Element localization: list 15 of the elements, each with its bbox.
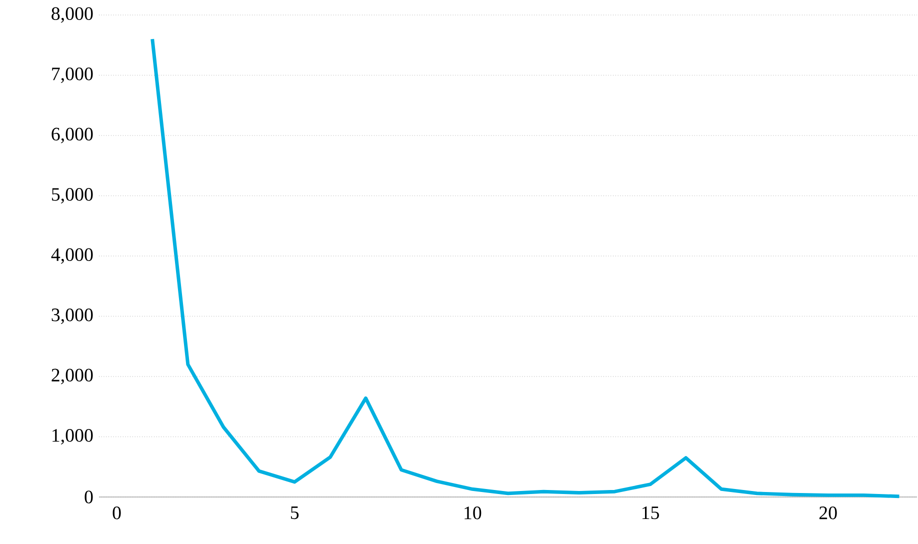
line-series [150, 37, 901, 498]
y-tick-label: 6,000 [52, 128, 93, 144]
y-tick-label: 0 [84, 490, 93, 504]
y-tick-label: 4,000 [51, 248, 93, 264]
y-tick-label: 1,000 [52, 429, 93, 444]
y-tick-label: 7,000 [52, 68, 93, 83]
x-tick-label: 5 [290, 506, 299, 520]
x-tick-label: 0 [112, 506, 121, 520]
y-tick-label: 8,000 [52, 7, 93, 23]
y-tick-label: 2,000 [52, 368, 93, 384]
x-tick-label: 20 [819, 506, 837, 520]
x-tick-label: 15 [642, 506, 659, 520]
x-tick-label: 10 [464, 506, 482, 520]
y-tick-label: 3,000 [52, 308, 93, 324]
y-tick-label: 5,000 [52, 188, 93, 204]
